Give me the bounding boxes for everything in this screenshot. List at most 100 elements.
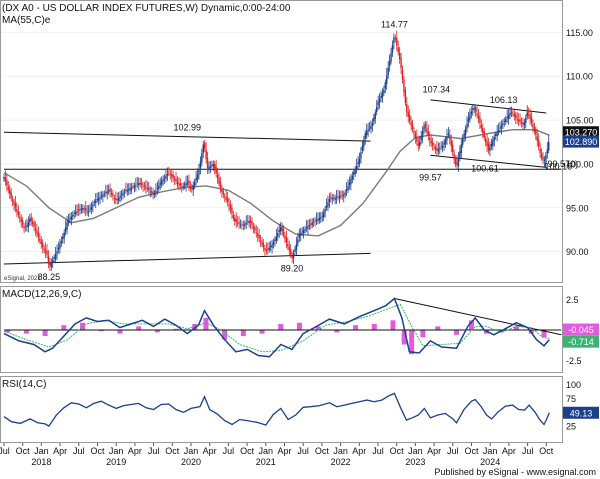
- last-price-tag: 103.270: [565, 128, 598, 138]
- candle-body: [489, 147, 491, 151]
- candle-body: [83, 208, 85, 210]
- candle-body: [112, 193, 114, 197]
- candle-body: [526, 112, 528, 117]
- candle-body: [437, 149, 440, 152]
- candle-body: [517, 119, 520, 122]
- candle-body: [150, 191, 153, 193]
- candle-body: [21, 220, 24, 225]
- candle-body: [285, 237, 288, 243]
- candle-body: [90, 206, 93, 210]
- candle-body: [373, 117, 375, 122]
- month-tick-label: Jan: [483, 446, 498, 456]
- candle-body: [394, 37, 397, 39]
- candle-body: [261, 241, 263, 245]
- candle-body: [513, 113, 516, 116]
- candle-body: [492, 140, 494, 146]
- candle-body: [148, 187, 150, 191]
- month-tick-label: Oct: [16, 446, 31, 456]
- candle-body: [36, 230, 38, 234]
- candle-body: [523, 122, 526, 126]
- macd-trendline: [394, 298, 562, 336]
- candle-body: [353, 172, 355, 175]
- candle-body: [57, 247, 60, 250]
- candle-body: [142, 185, 144, 187]
- candle-body: [178, 183, 180, 185]
- candle-body: [321, 215, 323, 217]
- candle-body: [480, 124, 483, 129]
- month-tick-label: Oct: [464, 446, 479, 456]
- candle-body: [506, 117, 508, 119]
- candle-body: [202, 144, 204, 153]
- candle-body: [327, 202, 329, 207]
- candle-body: [85, 208, 87, 211]
- candle-body: [181, 187, 183, 189]
- candle-body: [496, 132, 498, 137]
- candle-body: [490, 143, 493, 147]
- candle-body: [258, 234, 260, 239]
- candle-body: [494, 134, 497, 137]
- candle-body: [205, 149, 207, 159]
- candle-body: [156, 187, 159, 189]
- candle-body: [335, 197, 338, 199]
- candle-body: [186, 182, 189, 183]
- price-annotation: 88.25: [38, 272, 61, 282]
- candle-body: [133, 185, 136, 188]
- price-panel: [0, 0, 563, 283]
- rsi-label: RSI(14,C): [2, 379, 46, 390]
- candle-body: [413, 131, 415, 134]
- candle-body: [73, 213, 75, 214]
- macd-histogram-bar: [5, 330, 11, 333]
- candle-body: [449, 135, 451, 140]
- candle-body: [420, 136, 422, 141]
- candle-body: [4, 177, 7, 182]
- candle-body: [44, 249, 47, 253]
- candle-body: [419, 141, 421, 147]
- candle-body: [172, 174, 174, 179]
- candle-body: [529, 114, 531, 119]
- candle-body: [176, 182, 179, 184]
- candle-body: [224, 196, 226, 198]
- last-price-tag-box: [563, 126, 599, 139]
- candle-body: [168, 172, 170, 174]
- candle-body: [116, 199, 118, 200]
- candle-body: [169, 174, 171, 175]
- candle-body: [347, 185, 349, 191]
- candle-body: [242, 224, 245, 226]
- candle-body: [367, 129, 369, 132]
- month-tick-label: Apr: [352, 446, 366, 456]
- price-annotation: 100.15: [545, 161, 573, 171]
- candle-body: [463, 133, 465, 138]
- price-tick-label: 115.00: [566, 28, 593, 38]
- candle-body: [410, 121, 412, 126]
- candle-body: [135, 184, 137, 186]
- candle-body: [125, 189, 127, 191]
- candle-body: [11, 199, 14, 202]
- candle-body: [222, 191, 225, 195]
- candle-body: [80, 208, 83, 210]
- candle-body: [214, 164, 216, 169]
- price-tick-label: 105.00: [566, 116, 594, 126]
- candle-body: [370, 125, 372, 130]
- candle-body: [527, 113, 530, 115]
- candle-body: [31, 221, 34, 224]
- macd-histogram-bar: [136, 326, 142, 330]
- candle-body: [255, 232, 257, 234]
- candle-body: [499, 127, 501, 129]
- candle-body: [510, 111, 513, 113]
- candle-body: [343, 194, 345, 197]
- candle-body: [503, 121, 505, 123]
- candle-body: [295, 244, 298, 250]
- candle-body: [454, 158, 457, 165]
- candle-body: [407, 112, 409, 117]
- candle-body: [317, 218, 319, 220]
- candle-body: [252, 226, 255, 229]
- price-trendlines: [3, 99, 562, 265]
- candle-body: [300, 232, 302, 236]
- candle-body: [460, 144, 462, 154]
- candle-body: [165, 175, 167, 179]
- candle-body: [411, 124, 414, 130]
- candle-body: [474, 107, 477, 112]
- candle-body: [146, 187, 149, 189]
- candle-body: [249, 220, 252, 224]
- candle-body: [361, 145, 364, 151]
